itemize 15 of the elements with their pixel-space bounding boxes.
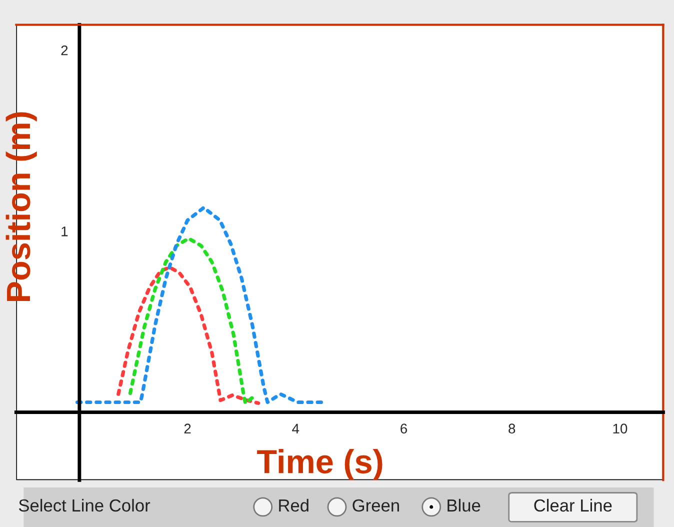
x-axis-title: Time (s) — [257, 449, 382, 480]
x-tick-label: 10 — [613, 424, 628, 434]
x-tick-label: 6 — [400, 424, 408, 434]
text: Blue — [448, 498, 480, 512]
y-tick-label: 1 — [62, 226, 68, 236]
text: Red — [279, 498, 308, 512]
y-axis-title: Position (m) — [6, 112, 37, 301]
line-series — [75, 206, 326, 404]
x-tick-label: 8 — [508, 424, 516, 434]
line-series — [116, 266, 260, 405]
text: Green — [352, 499, 399, 512]
x-tick-label: 4 — [292, 424, 300, 434]
text: Clear Line — [534, 498, 612, 512]
text: Select Line Color — [18, 498, 150, 512]
x-tick-label: 2 — [184, 424, 191, 434]
